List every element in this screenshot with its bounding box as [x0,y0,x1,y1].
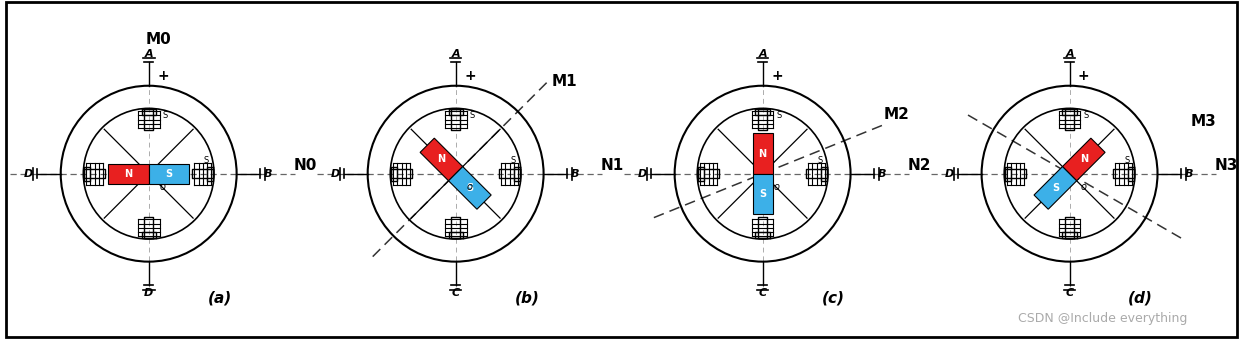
Text: A: A [144,49,153,59]
Text: S: S [165,169,173,179]
Text: (a): (a) [208,290,232,305]
Text: S: S [470,112,475,120]
Text: A: A [1065,49,1074,59]
Text: (c): (c) [823,290,845,305]
Text: S: S [466,183,474,193]
Text: S: S [777,112,782,120]
Text: D: D [945,169,955,179]
Text: C: C [758,288,767,298]
Polygon shape [449,166,491,209]
Text: S: S [511,156,516,165]
Text: S: S [1084,112,1089,120]
Polygon shape [752,174,773,214]
Polygon shape [1034,166,1076,209]
Text: M3: M3 [1191,114,1217,129]
Text: D: D [25,169,34,179]
Polygon shape [752,134,773,174]
Polygon shape [420,138,462,181]
Text: N1: N1 [600,158,624,173]
Text: M0: M0 [145,32,172,47]
Text: N2: N2 [907,158,931,173]
Text: M2: M2 [884,106,909,122]
Text: N0: N0 [293,158,317,173]
Text: CSDN @Include everything: CSDN @Include everything [1018,313,1187,325]
Text: N: N [438,155,445,164]
Text: M1: M1 [552,74,577,89]
Polygon shape [108,164,149,184]
Text: (d): (d) [1129,290,1154,305]
Text: o: o [774,182,779,192]
Text: N: N [758,148,767,159]
Text: o: o [467,182,472,192]
Text: C: C [1065,288,1074,298]
Text: S: S [1052,183,1059,193]
Text: B: B [572,169,579,179]
Text: D: D [144,288,153,298]
Text: D: D [331,169,341,179]
Text: o: o [1081,182,1086,192]
Text: A: A [451,49,460,59]
Text: S: S [818,156,823,165]
Text: D: D [638,169,648,179]
Polygon shape [149,164,189,184]
Text: (b): (b) [515,290,539,305]
Text: N3: N3 [1214,158,1238,173]
Text: S: S [204,156,209,165]
Text: S: S [1125,156,1130,165]
Text: +: + [464,69,476,83]
Text: B: B [878,169,886,179]
Text: S: S [759,189,766,199]
Text: +: + [157,69,169,83]
Text: B: B [1185,169,1193,179]
Text: B: B [265,169,272,179]
Text: o: o [160,182,165,192]
Text: S: S [163,112,168,120]
Text: +: + [1078,69,1090,83]
Text: N: N [124,169,133,179]
Polygon shape [1063,138,1105,181]
Text: +: + [771,69,783,83]
Text: A: A [758,49,767,59]
Text: N: N [1080,155,1088,164]
Text: C: C [451,288,460,298]
